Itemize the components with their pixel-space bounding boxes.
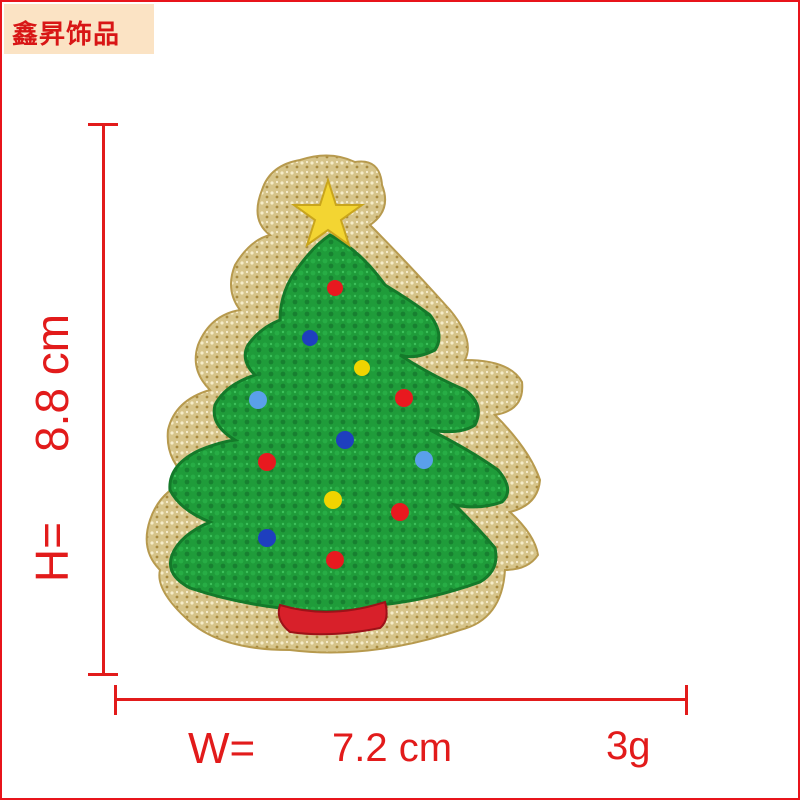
ornament-blue xyxy=(302,330,318,346)
ornament-red xyxy=(327,280,343,296)
height-measure-cap-top xyxy=(88,123,118,126)
height-label: H= 8.8 cm xyxy=(25,314,79,582)
brand-text: 鑫昇饰品 xyxy=(12,20,121,50)
height-measure-cap-bottom xyxy=(88,673,118,676)
ornament-red xyxy=(258,453,276,471)
tree-pot xyxy=(277,600,388,636)
ornament-red xyxy=(391,503,409,521)
width-measure-line xyxy=(115,698,688,701)
ornament-light-blue xyxy=(249,391,267,409)
width-measure-cap-left xyxy=(114,685,117,715)
height-prefix: H= xyxy=(26,521,78,583)
height-measure-line xyxy=(102,125,105,675)
ornament-red xyxy=(326,551,344,569)
ornament-light-blue xyxy=(415,451,433,469)
ornament-blue xyxy=(258,529,276,547)
ornament-yellow xyxy=(354,360,370,376)
brand-watermark: 鑫昇饰品 xyxy=(4,4,154,54)
ornament-blue xyxy=(336,431,354,449)
ornament-red xyxy=(395,389,413,407)
christmas-tree-patch xyxy=(145,154,542,654)
width-prefix: W= xyxy=(188,724,256,773)
ornament-yellow xyxy=(324,491,342,509)
width-value: 7.2 cm xyxy=(332,726,453,770)
weight-label: 3g xyxy=(606,724,651,768)
height-value: 8.8 cm xyxy=(26,313,78,452)
star-icon xyxy=(290,176,366,248)
width-measure-cap-right xyxy=(685,685,688,715)
